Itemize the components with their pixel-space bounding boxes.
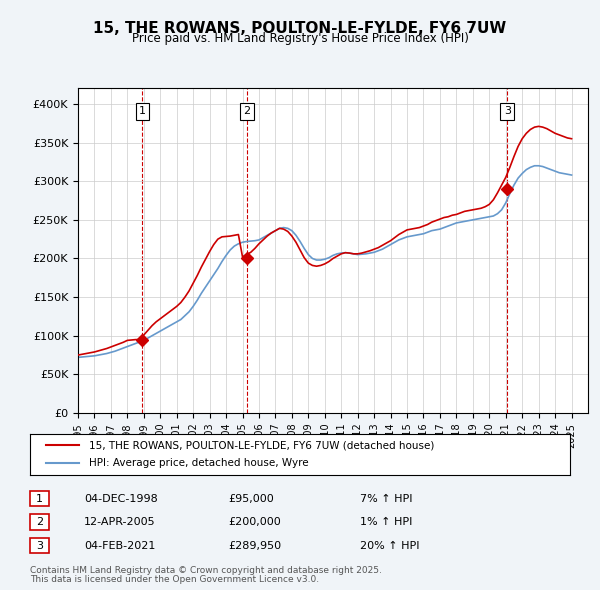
Text: This data is licensed under the Open Government Licence v3.0.: This data is licensed under the Open Gov… (30, 575, 319, 584)
Text: 1% ↑ HPI: 1% ↑ HPI (360, 517, 412, 527)
Text: 3: 3 (36, 541, 43, 550)
Text: 1: 1 (36, 494, 43, 503)
Text: £200,000: £200,000 (228, 517, 281, 527)
Text: 04-FEB-2021: 04-FEB-2021 (84, 541, 155, 550)
Text: 2: 2 (36, 517, 43, 527)
Text: HPI: Average price, detached house, Wyre: HPI: Average price, detached house, Wyre (89, 458, 309, 468)
Text: 7% ↑ HPI: 7% ↑ HPI (360, 494, 413, 503)
Text: 04-DEC-1998: 04-DEC-1998 (84, 494, 158, 503)
Text: £289,950: £289,950 (228, 541, 281, 550)
Text: 3: 3 (504, 106, 511, 116)
Text: 15, THE ROWANS, POULTON-LE-FYLDE, FY6 7UW: 15, THE ROWANS, POULTON-LE-FYLDE, FY6 7U… (94, 21, 506, 35)
Text: 20% ↑ HPI: 20% ↑ HPI (360, 541, 419, 550)
Text: Price paid vs. HM Land Registry's House Price Index (HPI): Price paid vs. HM Land Registry's House … (131, 32, 469, 45)
Text: 2: 2 (244, 106, 251, 116)
Text: £95,000: £95,000 (228, 494, 274, 503)
Text: 12-APR-2005: 12-APR-2005 (84, 517, 155, 527)
Text: Contains HM Land Registry data © Crown copyright and database right 2025.: Contains HM Land Registry data © Crown c… (30, 566, 382, 575)
Text: 1: 1 (139, 106, 146, 116)
Text: 15, THE ROWANS, POULTON-LE-FYLDE, FY6 7UW (detached house): 15, THE ROWANS, POULTON-LE-FYLDE, FY6 7U… (89, 440, 435, 450)
